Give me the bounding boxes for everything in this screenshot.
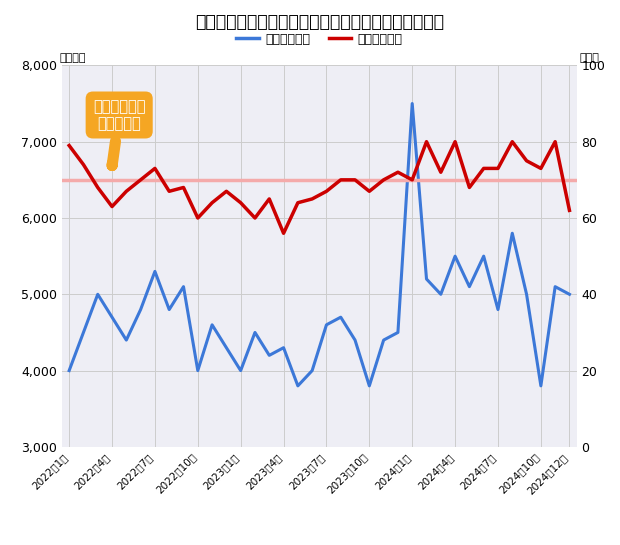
Text: （％）: （％） bbox=[579, 53, 599, 63]
Title: 近畿圏（関西）の新築マンション価格と契約率の推移: 近畿圏（関西）の新築マンション価格と契約率の推移 bbox=[195, 13, 444, 31]
Text: （万円）: （万円） bbox=[60, 53, 86, 63]
Legend: 価格（万円）, 契約率（％）: 価格（万円）, 契約率（％） bbox=[231, 28, 407, 51]
Text: 好不調ライン
（７０％）: 好不調ライン （７０％） bbox=[93, 99, 146, 166]
